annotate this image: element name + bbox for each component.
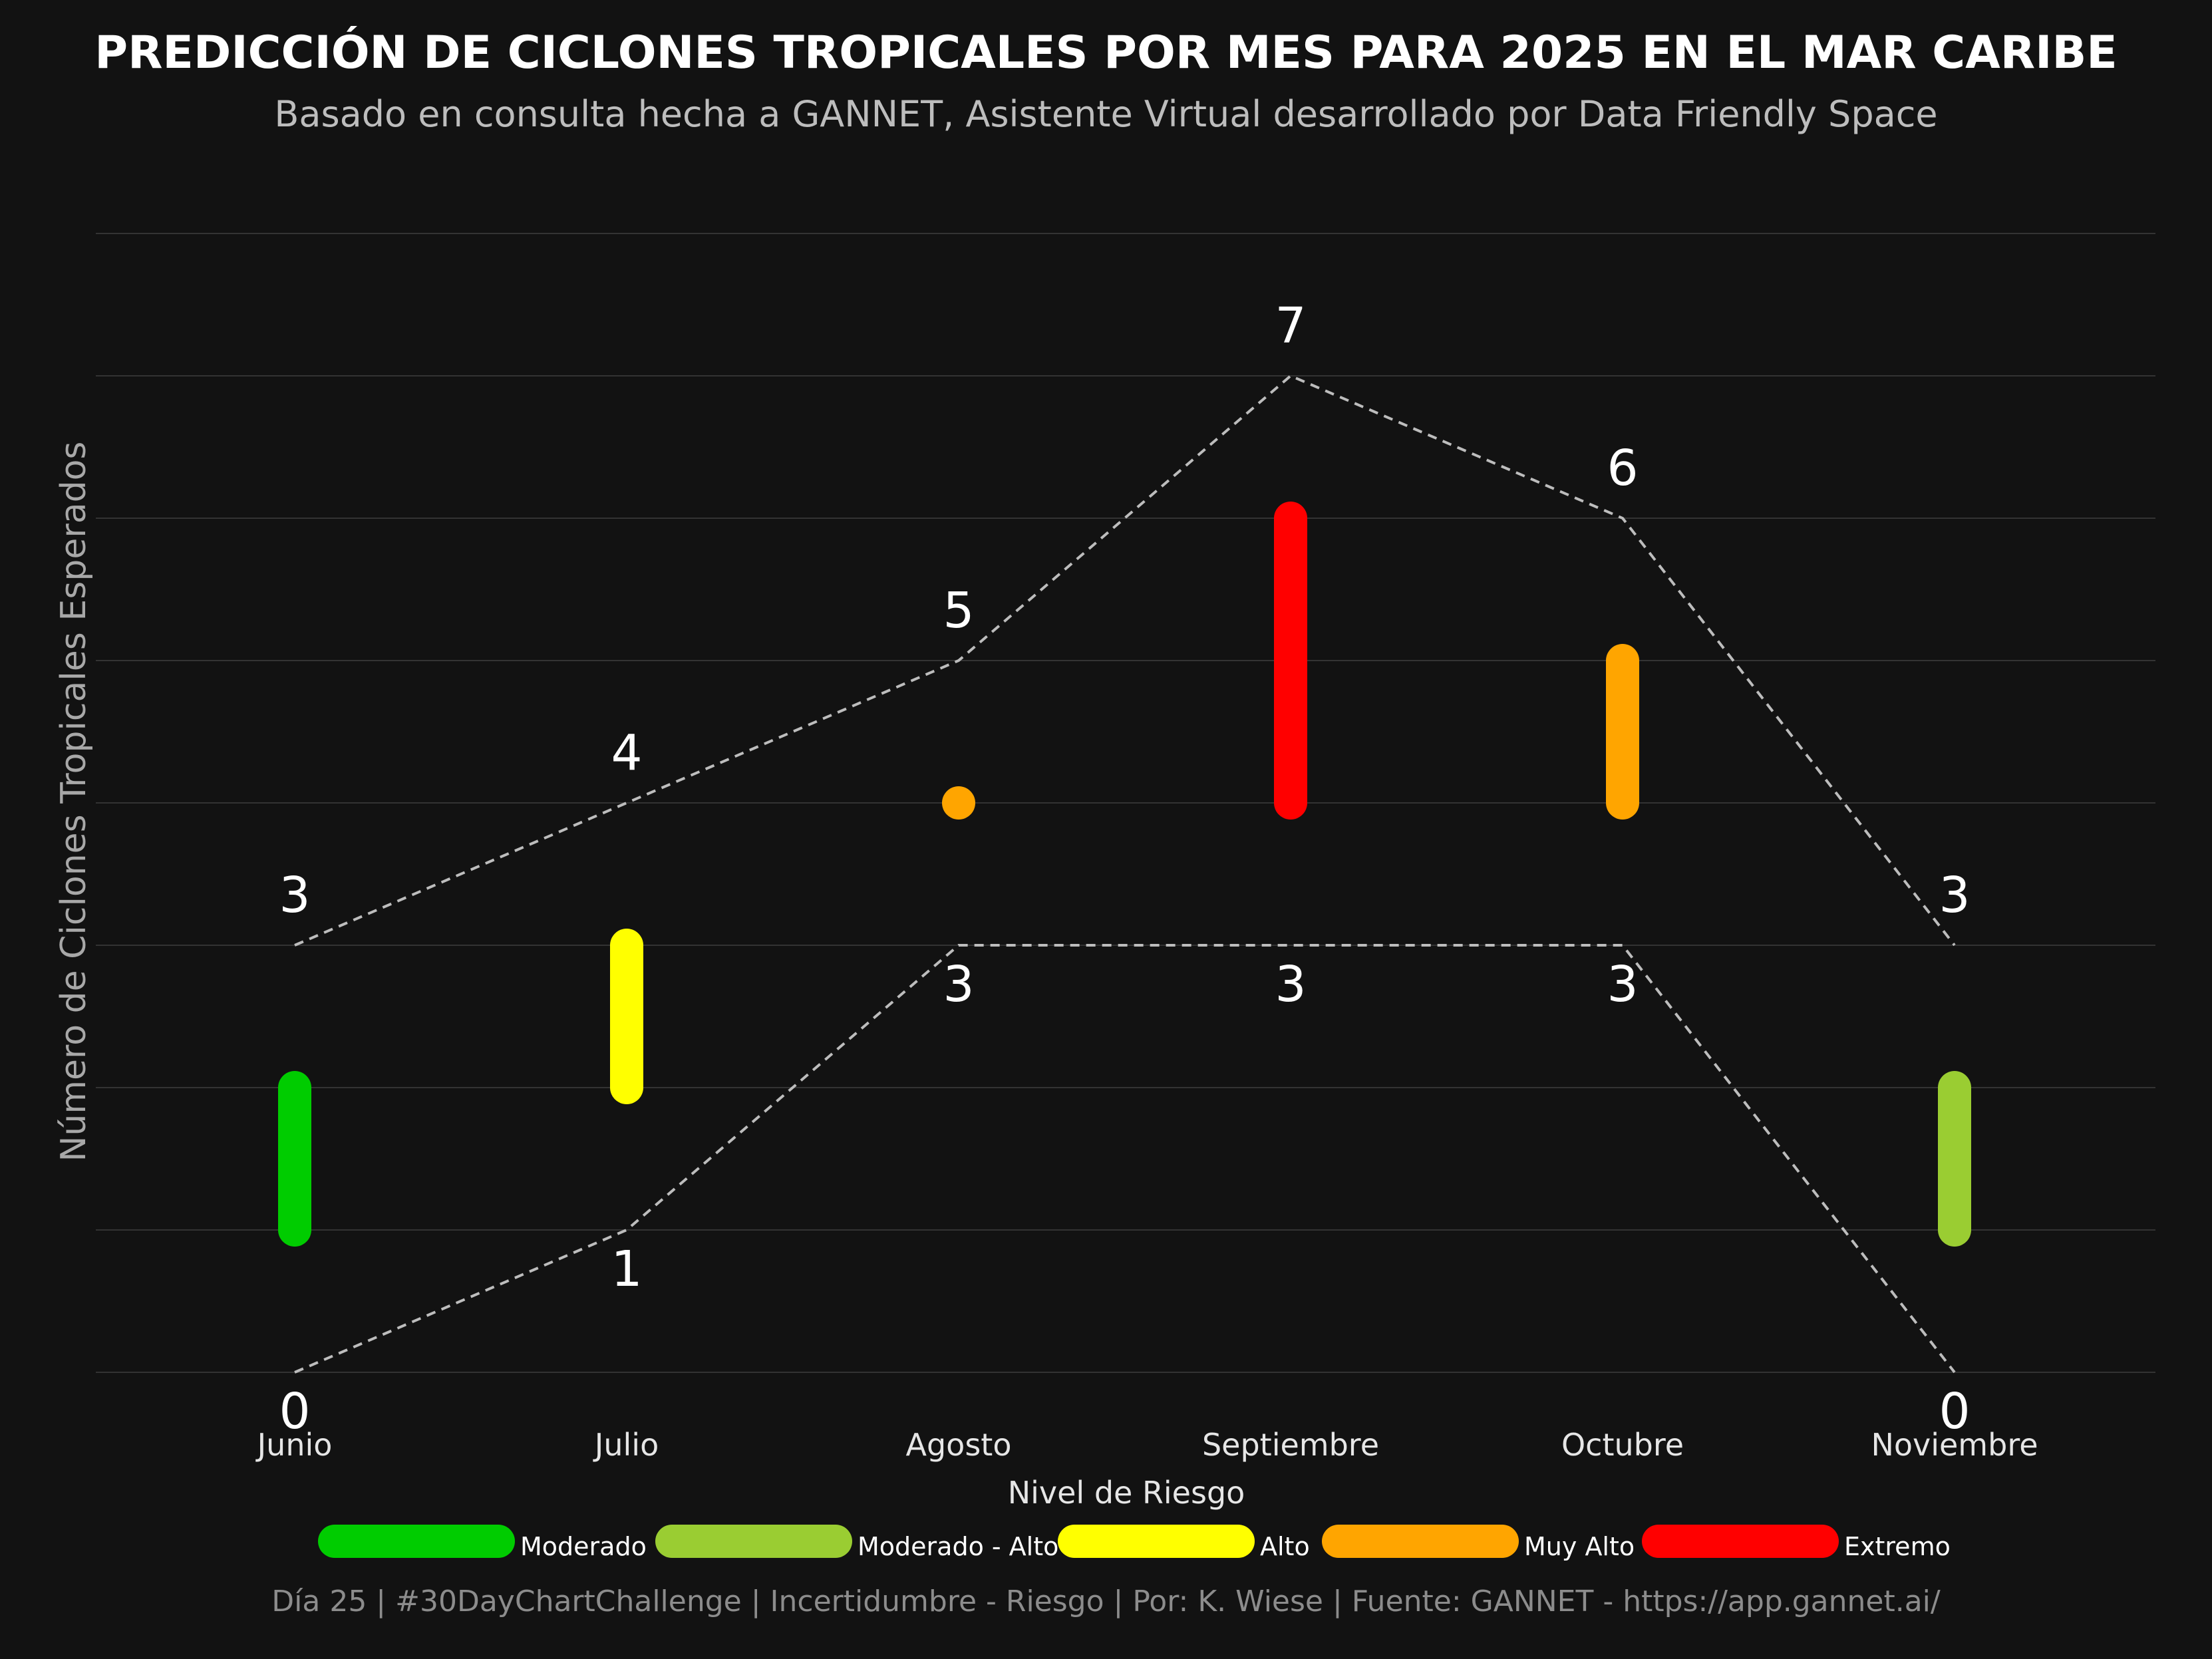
min-value-label: 1 (611, 1241, 642, 1298)
legend-label: Moderado (520, 1532, 647, 1561)
max-value-label: 5 (943, 582, 974, 639)
x-tick-label: Octubre (1561, 1427, 1684, 1463)
min-value-label: 3 (1275, 956, 1306, 1013)
legend-label: Extremo (1844, 1532, 1951, 1561)
legend-swatch (1058, 1525, 1255, 1558)
max-value-label: 3 (1939, 867, 1970, 924)
chart-caption: Día 25 | #30DayChartChallenge | Incertid… (271, 1584, 1941, 1618)
legend: Moderado Moderado - Alto Alto Muy Alto Extre… (318, 1525, 1951, 1561)
y-axis-label: Número de Ciclones Tropicales Esperados (54, 441, 94, 1161)
x-tick-labels: Junio Julio Agosto Septiembre Octubre Noviemb… (255, 1427, 2038, 1463)
x-tick-label: Agosto (906, 1427, 1012, 1463)
range-lines (294, 374, 1956, 1374)
max-value-label: 4 (611, 724, 642, 782)
min-value-label: 3 (1607, 956, 1638, 1013)
legend-label: Moderado - Alto (858, 1532, 1058, 1561)
chart-title: PREDICCIÓN DE CICLONES TROPICALES POR ME… (94, 27, 2118, 79)
risk-bars (278, 502, 1971, 1247)
gridlines (96, 233, 2155, 1373)
legend-swatch (1642, 1525, 1839, 1558)
min-line (294, 944, 1956, 1374)
x-tick-label: Julio (593, 1427, 659, 1463)
legend-label: Alto (1260, 1532, 1310, 1561)
x-tick-label: Noviembre (1871, 1427, 2038, 1463)
legend-title: Nivel de Riesgo (1008, 1475, 1245, 1511)
legend-swatch (318, 1525, 515, 1558)
legend-label: Muy Alto (1524, 1532, 1635, 1561)
max-value-label: 7 (1275, 297, 1306, 355)
legend-swatch (1322, 1525, 1519, 1558)
legend-swatch (655, 1525, 852, 1558)
chart-subtitle: Basado en consulta hecha a GANNET, Asist… (274, 93, 1938, 135)
value-labels: 3 0 4 1 5 3 7 3 6 3 3 0 (279, 297, 1970, 1440)
min-value-label: 3 (943, 956, 974, 1013)
min-value-label: 0 (1939, 1383, 1970, 1440)
x-tick-label: Junio (255, 1427, 333, 1463)
max-value-label: 6 (1607, 440, 1638, 497)
min-value-label: 0 (279, 1383, 310, 1440)
x-tick-label: Septiembre (1202, 1427, 1379, 1463)
max-value-label: 3 (279, 867, 310, 924)
